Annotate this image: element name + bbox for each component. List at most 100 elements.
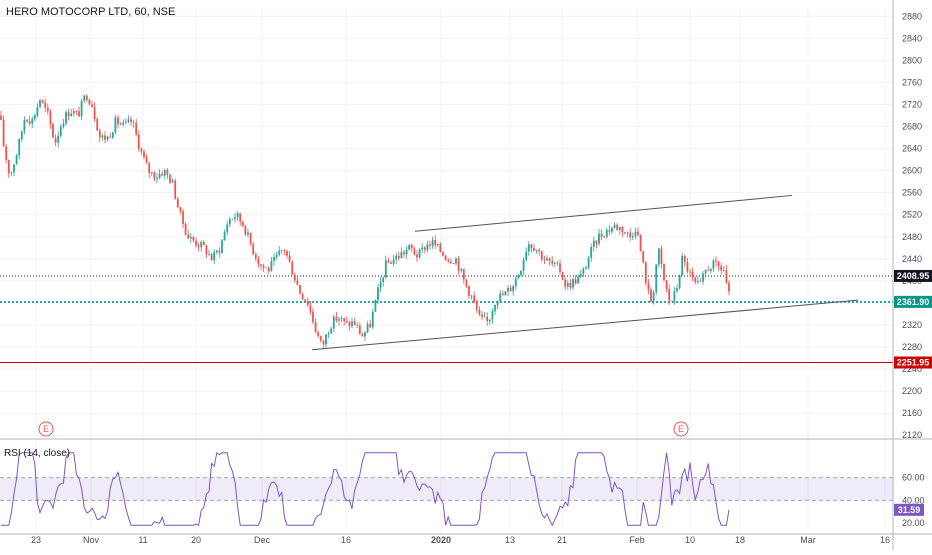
candle-body bbox=[52, 124, 54, 138]
candle-body bbox=[494, 305, 496, 312]
grid bbox=[0, 8, 893, 532]
candle-body bbox=[540, 251, 543, 260]
price-tag-support bbox=[894, 295, 932, 308]
candle-body bbox=[5, 146, 8, 160]
candle-body bbox=[23, 119, 26, 132]
candle-body bbox=[712, 260, 715, 269]
candle-body bbox=[114, 117, 117, 133]
candle-body bbox=[0, 115, 2, 120]
candle-body bbox=[135, 122, 138, 135]
candle-body bbox=[709, 268, 712, 271]
candle-body bbox=[418, 249, 421, 258]
candle-body bbox=[715, 260, 717, 262]
candle-body bbox=[590, 246, 593, 258]
candle-body bbox=[288, 255, 291, 262]
candle-body bbox=[616, 224, 619, 230]
trendlines[interactable] bbox=[311, 194, 859, 351]
trendline-channel-lower[interactable] bbox=[311, 299, 859, 351]
candle-body bbox=[644, 262, 647, 284]
rsi-tick-label: 40.00 bbox=[902, 495, 925, 505]
rsi-tick-label: 20.00 bbox=[902, 518, 925, 528]
time-tick-label: 21 bbox=[557, 535, 567, 545]
candle-body bbox=[670, 300, 673, 302]
earnings-event-circle bbox=[673, 421, 689, 437]
candle-body bbox=[156, 177, 158, 179]
candle-body bbox=[291, 261, 294, 275]
candle-body bbox=[327, 333, 330, 335]
candle-body bbox=[501, 293, 504, 296]
candle-body bbox=[686, 261, 689, 272]
rsi-current-tag bbox=[894, 503, 924, 516]
price-tag-label: 2408.95 bbox=[897, 271, 930, 281]
price-tick-label: 2200 bbox=[902, 386, 922, 396]
candle-body bbox=[218, 250, 221, 253]
price-tick-label: 2320 bbox=[902, 320, 922, 330]
candle-body bbox=[434, 240, 437, 246]
rsi-current-label: 31.59 bbox=[898, 505, 921, 515]
candle-body bbox=[205, 245, 208, 255]
candle-body bbox=[122, 122, 125, 125]
candle-body bbox=[449, 261, 452, 264]
candle-body bbox=[668, 289, 671, 301]
candle-body bbox=[707, 270, 710, 271]
price-tick-label: 2560 bbox=[902, 188, 922, 198]
candle-body bbox=[62, 123, 65, 127]
trendline-channel-upper[interactable] bbox=[414, 194, 793, 232]
candle-body bbox=[455, 258, 457, 264]
candle-body bbox=[637, 231, 639, 236]
candle-body bbox=[228, 219, 231, 225]
earnings-event-icon[interactable]: E bbox=[673, 421, 689, 437]
candle-body bbox=[676, 288, 678, 292]
candle-body bbox=[405, 249, 408, 255]
price-tick-label: 2680 bbox=[902, 122, 922, 132]
candle-body bbox=[439, 243, 442, 253]
candle-body bbox=[382, 277, 385, 282]
candle-body bbox=[704, 270, 707, 274]
candle-body bbox=[15, 155, 18, 165]
candle-body bbox=[538, 249, 541, 252]
candle-body bbox=[582, 268, 585, 274]
candle-body bbox=[319, 335, 322, 341]
candle-body bbox=[226, 224, 229, 232]
candle-body bbox=[457, 258, 460, 271]
candle-body bbox=[559, 263, 561, 272]
candle-body bbox=[553, 262, 556, 264]
candle-body bbox=[215, 250, 218, 253]
candle-body bbox=[642, 251, 645, 263]
candle-body bbox=[335, 316, 338, 321]
candle-body bbox=[377, 287, 379, 300]
candle-body bbox=[491, 311, 494, 320]
candle-body bbox=[314, 322, 317, 333]
candle-body bbox=[608, 230, 611, 232]
candle-body bbox=[631, 235, 634, 238]
candle-body bbox=[475, 301, 478, 310]
price-tick-label: 2840 bbox=[902, 33, 922, 43]
chart-title: HERO MOTOCORP LTD, 60, NSE bbox=[6, 6, 175, 18]
candle-body bbox=[613, 224, 616, 228]
candle-body bbox=[312, 311, 314, 323]
time-tick-label: 18 bbox=[735, 535, 745, 545]
price-tag-label: 2251.95 bbox=[897, 358, 930, 368]
candle-body bbox=[36, 107, 39, 116]
candle-body bbox=[304, 299, 307, 302]
price-tick-label: 2160 bbox=[902, 408, 922, 418]
time-tick-label: Dec bbox=[254, 535, 271, 545]
candle-body bbox=[119, 124, 122, 125]
candle-body bbox=[176, 198, 179, 208]
earnings-event-icon[interactable]: E bbox=[38, 421, 54, 437]
candle-body bbox=[465, 279, 468, 287]
candle-body bbox=[78, 111, 80, 117]
candle-body bbox=[83, 95, 86, 101]
candle-body bbox=[722, 269, 725, 271]
candle-body bbox=[85, 95, 88, 100]
candle-body bbox=[410, 244, 413, 249]
time-tick-label: 20 bbox=[191, 535, 201, 545]
candle-body bbox=[585, 267, 587, 269]
candle-body bbox=[587, 257, 590, 268]
candle-body bbox=[44, 102, 47, 108]
candle-body bbox=[444, 255, 447, 261]
